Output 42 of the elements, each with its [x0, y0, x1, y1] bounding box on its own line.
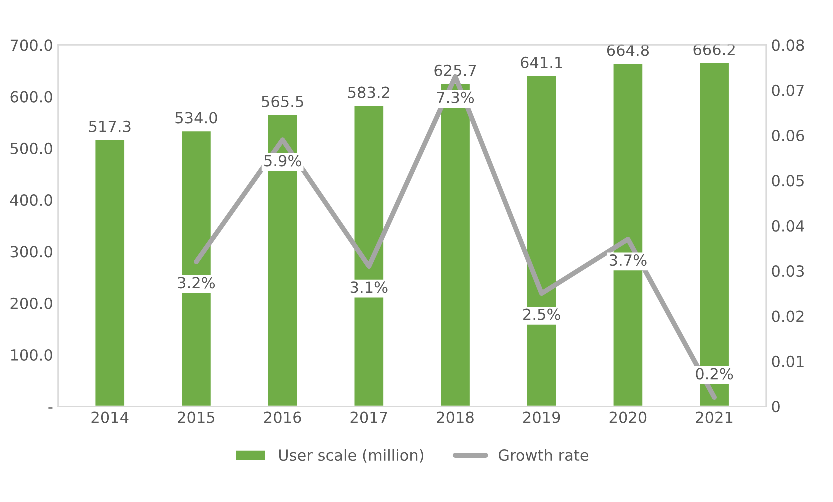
- y2-tick-label: 0.03: [772, 266, 804, 278]
- data-label: 2.5%: [524, 308, 560, 320]
- x-tick-label: 2020: [610, 412, 647, 424]
- y2-tick-label: 0: [772, 401, 780, 413]
- y-tick-label: 200.0: [10, 298, 52, 310]
- x-tick-label: 2017: [350, 412, 388, 424]
- data-label: 7.3%: [437, 92, 474, 104]
- data-label: 565.5: [262, 96, 304, 108]
- data-label: 3.2%: [178, 277, 216, 289]
- y2-tick-label: 0.06: [772, 130, 804, 142]
- data-label: 0.2%: [696, 368, 734, 380]
- x-tick-label: 2019: [524, 412, 560, 424]
- y2-tick-label: 0.04: [772, 220, 804, 232]
- data-label: 3.1%: [350, 282, 388, 294]
- y2-tick-label: 0.01: [772, 356, 804, 368]
- data-label: 625.7: [434, 64, 476, 76]
- y-tick-label: 400.0: [10, 194, 52, 206]
- data-label: 641.1: [521, 56, 562, 68]
- data-label: 517.3: [89, 120, 131, 132]
- data-label: 5.9%: [264, 155, 302, 167]
- x-tick-label: 2015: [178, 412, 215, 424]
- y2-tick-label: 0.02: [772, 310, 804, 322]
- data-label: 583.2: [348, 86, 390, 98]
- x-tick-label: 2018: [437, 412, 474, 424]
- y2-tick-label: 0.08: [772, 40, 804, 52]
- legend-label: Growth rate: [499, 449, 589, 462]
- data-label: 3.7%: [610, 254, 647, 266]
- legend-label: User scale (million): [279, 449, 424, 463]
- x-tick-label: 2021: [696, 412, 733, 424]
- y-tick-label: 700.0: [10, 40, 52, 52]
- y-tick-label: -: [48, 408, 53, 409]
- y-tick-label: 600.0: [10, 91, 52, 103]
- bar: [94, 138, 126, 407]
- data-label: 664.8: [607, 44, 650, 56]
- y2-tick-label: 0.05: [772, 175, 804, 187]
- y-tick-label: 500.0: [10, 142, 52, 154]
- data-label: 534.0: [176, 112, 218, 124]
- x-tick-label: 2016: [264, 412, 302, 424]
- x-tick-label: 2014: [92, 412, 129, 424]
- y-tick-label: 100.0: [11, 349, 52, 362]
- y2-tick-label: 0.07: [772, 84, 804, 96]
- y-tick-label: 300.0: [10, 246, 52, 258]
